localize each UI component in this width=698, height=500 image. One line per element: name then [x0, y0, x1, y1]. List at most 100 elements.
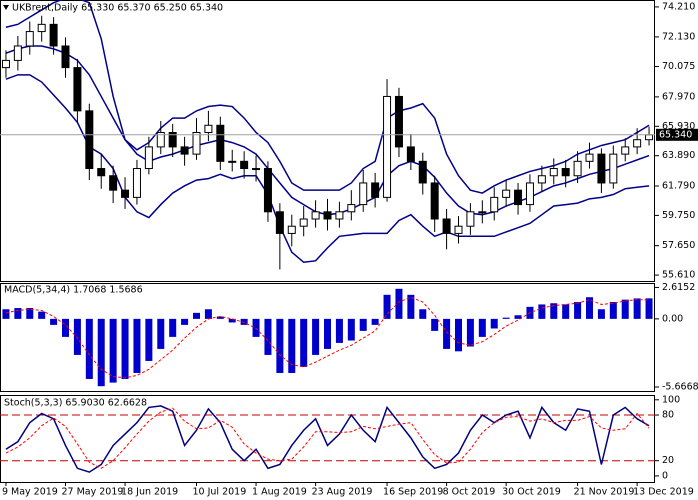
y-tick-label: 59.750 — [662, 210, 695, 221]
macd-bar — [121, 318, 129, 379]
candle-body — [61, 45, 70, 69]
macd-bar — [502, 317, 510, 319]
candle-body — [121, 189, 130, 198]
y-tick-label: 67.970 — [662, 91, 695, 102]
macd-bar — [586, 297, 593, 319]
candle-body — [359, 182, 368, 206]
macd-bar — [419, 309, 427, 319]
candle-body — [394, 95, 403, 148]
macd-bar — [443, 318, 451, 349]
macd-bar — [609, 302, 617, 319]
candle-body — [335, 211, 344, 220]
macd-bar — [466, 318, 474, 347]
candle-body — [621, 146, 630, 155]
x-tick-label: 23 Aug 2019 — [312, 487, 373, 498]
candle-body — [37, 23, 46, 33]
macd-bar — [514, 315, 522, 319]
price-tag — [656, 128, 698, 141]
y-tick-label: 70.075 — [662, 61, 695, 72]
macd-bar — [395, 288, 403, 319]
x-tick-label: 1 Aug 2019 — [252, 487, 307, 498]
candle-body — [228, 160, 237, 163]
candle-body — [1, 59, 10, 69]
x-tick-label: 30 Oct 2019 — [502, 487, 561, 498]
macd-bar — [193, 312, 200, 319]
candle-body — [502, 189, 511, 198]
y-tick-label: 63.890 — [662, 150, 695, 161]
candle-body — [85, 110, 94, 170]
macd-bar — [312, 318, 320, 355]
macd-bar — [621, 299, 629, 319]
candle-body — [13, 45, 22, 61]
x-tick-label: 10 Jul 2019 — [193, 487, 247, 498]
y-tick-label: 72.130 — [662, 31, 695, 42]
candle-body — [609, 153, 618, 184]
macd-bar — [145, 318, 153, 361]
macd-panel-frame — [0, 283, 655, 392]
macd-bar — [383, 294, 391, 319]
y-tick-label: 65.930 — [662, 121, 695, 132]
candle-body — [418, 160, 427, 184]
macd-bar — [204, 309, 212, 319]
macd-bar — [240, 318, 248, 325]
x-tick-label: 13 Dec 2019 — [633, 487, 694, 498]
macd-bar — [109, 318, 117, 383]
y-tick-label: 80 — [662, 410, 674, 421]
signal-line — [5, 296, 650, 379]
candle-body — [442, 218, 451, 234]
macd-bar — [169, 318, 177, 337]
macd-bar — [359, 318, 367, 331]
y-tick-label: 20 — [662, 455, 674, 466]
macd-bar — [62, 318, 69, 337]
k-line — [5, 405, 650, 473]
macd-bar — [574, 302, 582, 319]
candle-body — [371, 182, 380, 198]
candle-body — [168, 131, 177, 148]
macd-bar — [324, 318, 331, 349]
candle-body — [549, 168, 558, 177]
candle-body — [478, 211, 487, 214]
macd-bar — [85, 318, 93, 379]
macd-bar — [490, 318, 498, 329]
candle-body — [25, 31, 34, 47]
macd-bar — [2, 309, 10, 319]
candle-body — [323, 211, 332, 220]
y-tick-label: 57.650 — [662, 240, 695, 251]
macd-bar — [228, 318, 236, 323]
candle-body — [287, 225, 296, 234]
candle-body — [430, 182, 439, 220]
candle-body — [299, 218, 308, 227]
macd-bar — [407, 294, 415, 319]
x-tick-label: 16 Sep 2019 — [383, 487, 443, 498]
macd-bar — [133, 318, 141, 373]
candle-body — [192, 131, 201, 155]
macd-bar — [252, 318, 260, 337]
candle-body — [645, 134, 654, 141]
price-panel-frame — [0, 0, 655, 282]
macd-bar — [14, 308, 22, 319]
candle-body — [406, 146, 415, 162]
x-tick-label: 27 May 2019 — [62, 487, 124, 498]
y-tick-label: 2.6152 — [662, 282, 695, 293]
macd-bar — [50, 318, 58, 325]
macd-bar — [97, 318, 105, 387]
candle-body — [180, 146, 189, 155]
macd-bar — [264, 318, 272, 355]
macd-bar — [347, 318, 355, 341]
candle-body — [514, 189, 523, 206]
candle-body — [49, 23, 58, 47]
y-tick-label: 61.790 — [662, 180, 695, 191]
y-tick-label: 0 — [662, 470, 668, 481]
macd-bar — [371, 318, 379, 325]
macd-bar — [300, 318, 308, 367]
y-tick-label: 74.210 — [662, 1, 695, 12]
candle-body — [573, 160, 582, 177]
candle-body — [73, 67, 82, 112]
candle-body — [263, 168, 272, 213]
macd-bar — [538, 304, 546, 319]
stoch-panel-frame — [0, 395, 655, 483]
x-tick-label: 21 Nov 2019 — [574, 487, 635, 498]
stoch-title: Stoch(5,3,3) 65.9030 62.6628 — [4, 398, 147, 409]
candle-body — [311, 211, 320, 220]
